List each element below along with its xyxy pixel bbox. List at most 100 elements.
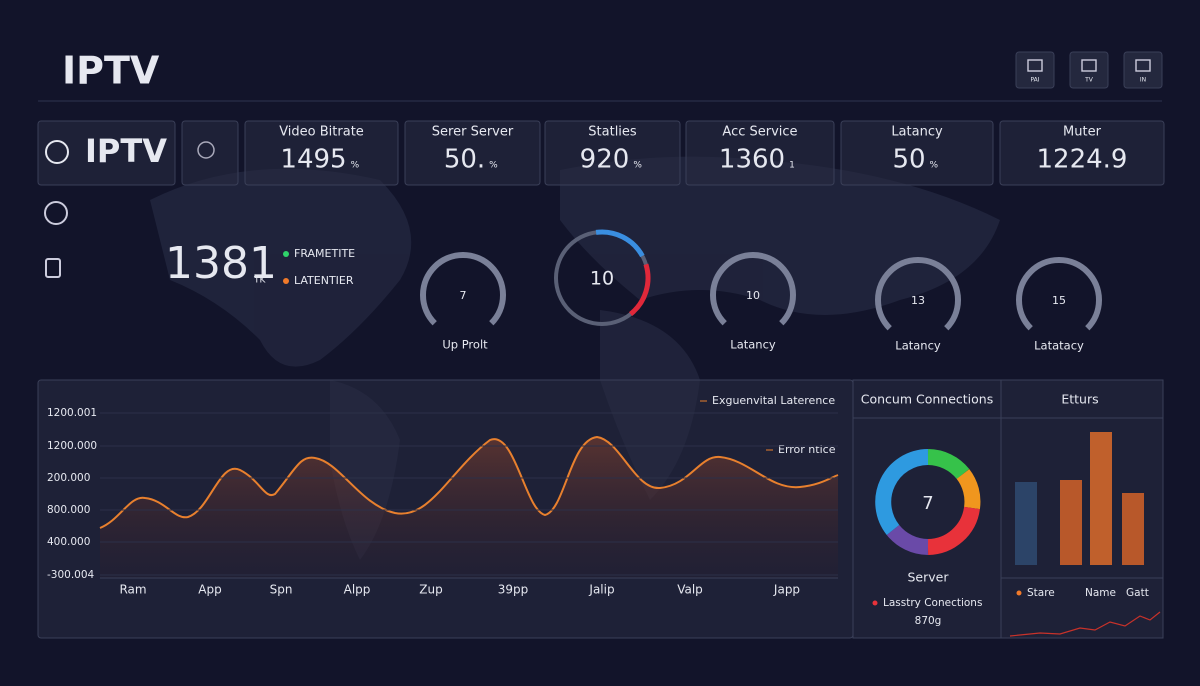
stat-card <box>404 120 541 186</box>
stat-card <box>244 120 399 186</box>
icon-label: IN <box>1140 77 1146 84</box>
legend-dot <box>283 278 289 284</box>
device-icon[interactable] <box>45 258 61 278</box>
gauge-label: Latatacy <box>1034 339 1084 353</box>
stat-card <box>999 120 1165 186</box>
gauge-arc <box>710 252 796 326</box>
gauge-value: 10 <box>746 289 760 302</box>
icon-label: PAI <box>1030 77 1039 84</box>
stat-value: 1360 <box>719 145 785 175</box>
donut-segment <box>927 506 980 555</box>
stat-label: Latancy <box>891 125 943 140</box>
icon-card[interactable] <box>181 120 239 186</box>
icon-glyph <box>1027 59 1043 72</box>
x-axis-label: Ram <box>119 583 146 597</box>
gauge-arc <box>420 252 506 326</box>
power-icon <box>45 140 69 164</box>
stat-label: Serer Server <box>432 125 514 140</box>
y-axis-label: -300.004 <box>47 569 95 581</box>
stat-card <box>685 120 835 186</box>
donut-center: 7 <box>922 493 933 514</box>
x-axis-label: Valp <box>677 583 703 597</box>
line-legend: Exguenvital Laterence <box>712 394 835 407</box>
summary-value: 1381 <box>165 238 277 289</box>
y-axis-label: 1200.000 <box>47 440 97 452</box>
icon-label: TV <box>1084 77 1094 84</box>
bar <box>1060 480 1082 565</box>
sparkline <box>1009 611 1161 637</box>
gauge-icon[interactable] <box>44 201 68 225</box>
bars-title: Etturs <box>1061 392 1098 407</box>
gauge-label: Latancy <box>895 339 941 353</box>
summary-unit: TK <box>253 276 266 286</box>
legend-dot <box>872 600 878 606</box>
icon-button[interactable] <box>1069 51 1109 89</box>
gauge-value: 13 <box>911 294 925 307</box>
bars-legend: Stare <box>1027 587 1055 599</box>
stat-value: 1495 <box>280 145 346 175</box>
stat-label: Video Bitrate <box>279 125 364 140</box>
bar <box>1122 493 1144 565</box>
gauge-arc <box>1016 257 1102 331</box>
stat-card <box>840 120 994 186</box>
stat-value: 1224.9 <box>1037 145 1128 175</box>
gauge-arc <box>875 257 961 331</box>
stat-value: 920 <box>580 145 630 175</box>
gauge-value: 10 <box>590 268 614 290</box>
brand-card <box>37 120 176 186</box>
line-legend: Error ntice <box>778 443 836 456</box>
line-area <box>100 437 838 578</box>
donut-segment <box>956 469 981 510</box>
header-title: IPTV <box>62 49 160 93</box>
summary-legend: LATENTIER <box>294 274 354 287</box>
donut-title: Concum Connections <box>861 392 993 407</box>
x-axis-label: Alpp <box>344 583 371 597</box>
icon-glyph <box>1135 59 1151 72</box>
stat-label: Acc Service <box>722 125 797 140</box>
y-axis-label: 1200.001 <box>47 407 97 419</box>
x-axis-label: Jalip <box>588 583 614 597</box>
gauge-arc <box>628 263 651 316</box>
x-axis-label: App <box>198 583 221 597</box>
brand-title: IPTV <box>85 132 167 170</box>
stat-value: 50. <box>444 145 485 175</box>
line-series <box>99 435 839 529</box>
gauge-label: Latancy <box>730 338 776 352</box>
stat-unit: % <box>930 161 939 171</box>
x-axis-label: Spn <box>270 583 293 597</box>
stat-value: 50 <box>892 145 925 175</box>
x-axis-label: Zup <box>419 583 442 597</box>
summary-legend: FRAMETITE <box>294 247 355 260</box>
stat-unit: % <box>633 161 642 171</box>
donut-label: Server <box>908 570 950 585</box>
gauge-value: 15 <box>1052 294 1066 307</box>
legend-dot <box>283 251 289 257</box>
icon-button[interactable] <box>1123 51 1163 89</box>
donut-segment <box>886 524 929 555</box>
bars-legend: Gatt <box>1126 587 1149 599</box>
x-axis-label: 39pp <box>498 583 529 597</box>
donut-segment <box>927 449 970 480</box>
stat-unit: % <box>351 161 360 171</box>
stat-label: Statlies <box>588 125 637 140</box>
legend-dot <box>1016 590 1022 596</box>
y-axis-label: 400.000 <box>47 536 90 548</box>
donut-segment <box>875 449 929 535</box>
gauge-arc <box>595 229 645 258</box>
y-axis-label: 200.000 <box>47 472 90 484</box>
bar <box>1090 432 1112 565</box>
bars-legend: Name <box>1085 587 1116 599</box>
stat-unit: 1 <box>789 161 795 171</box>
donut <box>875 449 981 555</box>
stat-unit: % <box>489 161 498 171</box>
donut-legend: Lasstry Conections <box>883 597 982 609</box>
stat-label: Muter <box>1063 125 1102 140</box>
user-icon <box>197 141 215 159</box>
icon-button[interactable] <box>1015 51 1055 89</box>
gauge-value: 7 <box>460 289 467 302</box>
bar <box>1015 482 1037 565</box>
gauge-label: Up Prolt <box>442 338 488 352</box>
y-axis-label: 800.000 <box>47 504 90 516</box>
